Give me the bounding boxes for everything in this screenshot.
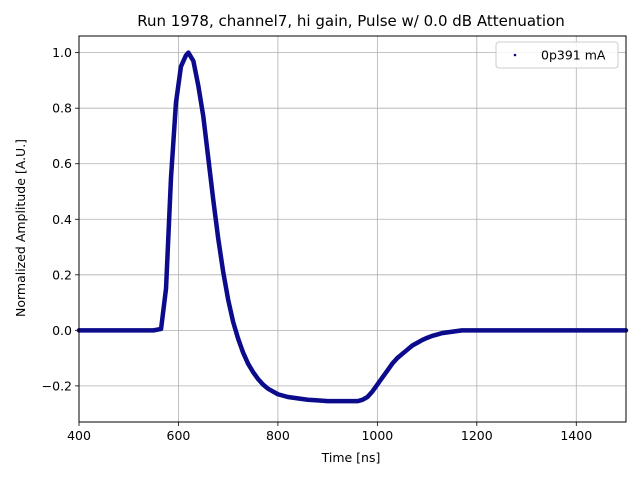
data-point <box>395 356 399 360</box>
data-point <box>425 336 429 340</box>
data-point <box>102 328 106 332</box>
data-point <box>216 237 220 241</box>
data-point <box>316 398 320 402</box>
data-point <box>251 370 255 374</box>
data-point <box>286 395 290 399</box>
data-point <box>201 114 205 119</box>
x-tick-label: 800 <box>266 428 290 443</box>
data-point <box>191 59 195 63</box>
data-point <box>231 320 235 324</box>
chart-title: Run 1978, channel7, hi gain, Pulse w/ 0.… <box>137 12 565 30</box>
y-tick-label: 0.6 <box>52 156 72 171</box>
data-point <box>375 382 379 387</box>
data-point <box>226 298 230 302</box>
legend: 0p391 mA <box>495 41 619 69</box>
data-point <box>276 392 280 396</box>
data-point <box>206 156 210 160</box>
data-point <box>211 198 215 202</box>
y-axis-label: Normalized Amplitude [A.U.] <box>13 139 28 317</box>
data-point <box>335 399 340 403</box>
legend-marker <box>513 53 517 57</box>
data-point <box>256 377 260 381</box>
data-point <box>266 387 270 391</box>
data-point <box>221 270 225 274</box>
data-point <box>415 341 419 345</box>
data-point <box>127 328 131 332</box>
legend-label: 0p391 mA <box>541 48 606 63</box>
data-point <box>365 395 370 399</box>
y-axis-ticks: −0.2 0.0 0.2 0.4 0.6 0.8 1.0 <box>42 45 79 393</box>
data-series <box>76 50 629 404</box>
y-tick-label: −0.2 <box>42 378 72 393</box>
legend-box <box>495 41 619 69</box>
data-point <box>410 344 414 348</box>
data-point <box>599 328 603 332</box>
x-tick-label: 1000 <box>361 428 393 443</box>
data-point <box>460 328 464 332</box>
data-point <box>159 327 163 331</box>
series-band <box>76 50 629 404</box>
data-point <box>179 64 183 69</box>
data-point <box>370 389 374 394</box>
data-point <box>500 328 504 332</box>
data-point <box>524 328 529 332</box>
data-point <box>440 331 444 335</box>
data-point <box>430 334 434 338</box>
x-tick-label: 1200 <box>461 428 493 443</box>
data-point <box>186 51 190 55</box>
data-point <box>360 398 365 402</box>
x-axis-label: Time [ns] <box>321 450 381 465</box>
data-point <box>236 337 240 341</box>
y-tick-label: 0.2 <box>52 267 72 282</box>
y-tick-label: 1.0 <box>52 45 72 60</box>
data-point <box>400 352 404 356</box>
data-point <box>385 369 389 373</box>
data-point <box>184 53 188 58</box>
data-point <box>380 375 384 380</box>
x-tick-label: 400 <box>67 428 91 443</box>
data-point <box>390 362 394 366</box>
data-point <box>420 338 424 342</box>
data-point <box>174 101 178 105</box>
data-point <box>169 176 173 180</box>
x-tick-label: 600 <box>167 428 191 443</box>
data-point <box>475 328 479 332</box>
x-tick-label: 1400 <box>560 428 592 443</box>
data-point <box>196 84 200 88</box>
y-tick-label: 0.4 <box>52 212 72 227</box>
data-point <box>296 396 300 400</box>
data-point <box>151 328 156 332</box>
data-point <box>246 362 250 366</box>
grid <box>78 36 626 422</box>
plot-frame <box>78 35 627 423</box>
data-point <box>345 399 350 403</box>
y-tick-label: 0.0 <box>52 323 72 338</box>
y-tick-label: 0.8 <box>52 101 72 116</box>
data-point <box>241 350 245 355</box>
data-point <box>355 399 360 403</box>
data-point <box>549 328 554 332</box>
data-point <box>261 382 265 387</box>
data-point <box>405 348 409 352</box>
data-point <box>450 330 454 334</box>
data-point <box>306 398 310 402</box>
data-point <box>164 287 168 291</box>
x-axis-ticks: 400 600 800 1000 1200 1400 <box>67 422 592 443</box>
data-point <box>574 328 578 332</box>
data-point <box>326 399 330 403</box>
data-point <box>435 332 439 337</box>
